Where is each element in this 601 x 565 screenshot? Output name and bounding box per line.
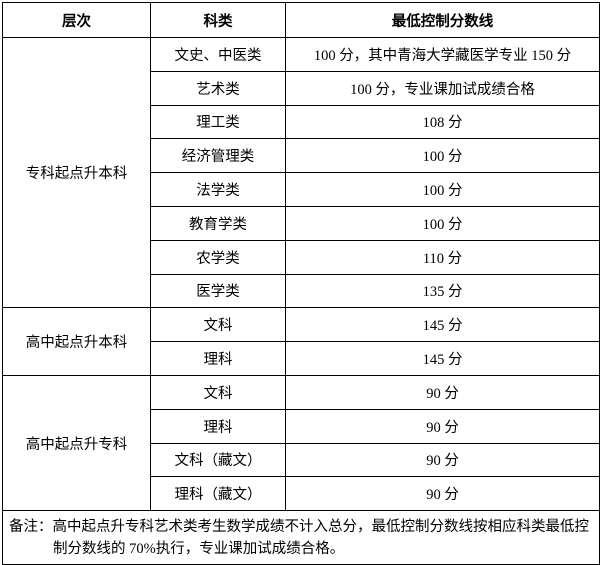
score-cell: 90 分 [285, 408, 600, 444]
score-cell: 90 分 [285, 476, 600, 512]
score-cell: 108 分 [285, 104, 600, 140]
score-cell: 100 分，专业课加试成绩合格 [285, 70, 600, 106]
category-cell: 法学类 [150, 172, 286, 207]
score-cell: 145 分 [285, 307, 600, 343]
data-row: 专科起点升本科 文史、中医类 100 分，其中青海大学藏医学专业 150 分 [2, 36, 600, 309]
data-row: 法学类 100 分 [3, 172, 600, 207]
category-cell: 教育学类 [150, 205, 286, 241]
data-row: 高中起点升专科 文科 90 分 [2, 374, 600, 512]
category-cell: 医学类 [150, 273, 286, 309]
header-row: 层次 科类 最低控制分数线 [2, 2, 600, 38]
category-cell: 经济管理类 [150, 138, 286, 174]
data-row: 艺术类 100 分，专业课加试成绩合格 [3, 70, 600, 106]
score-cell: 145 分 [285, 341, 600, 376]
header-cell: 科类 [150, 2, 286, 38]
header-cell: 层次 [2, 2, 151, 38]
score-cell: 100 分 [285, 172, 600, 207]
data-row: 高中起点升本科 文科 145 分 [2, 307, 600, 376]
score-cell: 110 分 [285, 239, 600, 275]
category-cell: 文科 [150, 307, 286, 343]
category-cell: 农学类 [150, 239, 286, 275]
score-cell: 135 分 [285, 273, 600, 309]
header-cell: 最低控制分数线 [285, 2, 600, 38]
score-cell: 100 分 [285, 138, 600, 174]
data-row: 理科（藏文） 90 分 [3, 476, 600, 512]
level-cell: 高中起点升专科 [2, 374, 151, 512]
data-row: 教育学类 100 分 [3, 205, 600, 241]
note-cell: 备注：高中起点升专科艺术类考生数学成绩不计入总分，最低控制分数线按相应科类最低控… [2, 510, 600, 565]
note-row: 备注：高中起点升专科艺术类考生数学成绩不计入总分，最低控制分数线按相应科类最低控… [2, 510, 600, 565]
data-row: 医学类 135 分 [3, 273, 600, 309]
category-cell: 文科（藏文） [150, 442, 286, 478]
score-cell: 100 分，其中青海大学藏医学专业 150 分 [285, 37, 600, 72]
score-cell: 100 分 [285, 205, 600, 241]
category-cell: 文史、中医类 [150, 37, 286, 72]
data-row: 经济管理类 100 分 [3, 138, 600, 174]
data-row: 理工类 108 分 [3, 104, 600, 140]
category-cell: 理工类 [150, 104, 286, 140]
score-cell: 90 分 [285, 374, 600, 410]
category-cell: 理科 [150, 408, 286, 444]
data-row: 理科 145 分 [3, 341, 600, 376]
category-cell: 艺术类 [150, 70, 286, 106]
category-cell: 理科（藏文） [150, 476, 286, 512]
data-row: 文科（藏文） 90 分 [3, 442, 600, 478]
data-row: 农学类 110 分 [3, 239, 600, 275]
score-cell: 90 分 [285, 442, 600, 478]
category-cell: 理科 [150, 341, 286, 376]
category-cell: 文科 [150, 374, 286, 410]
level-cell: 专科起点升本科 [2, 36, 151, 309]
level-cell: 高中起点升本科 [2, 307, 151, 376]
